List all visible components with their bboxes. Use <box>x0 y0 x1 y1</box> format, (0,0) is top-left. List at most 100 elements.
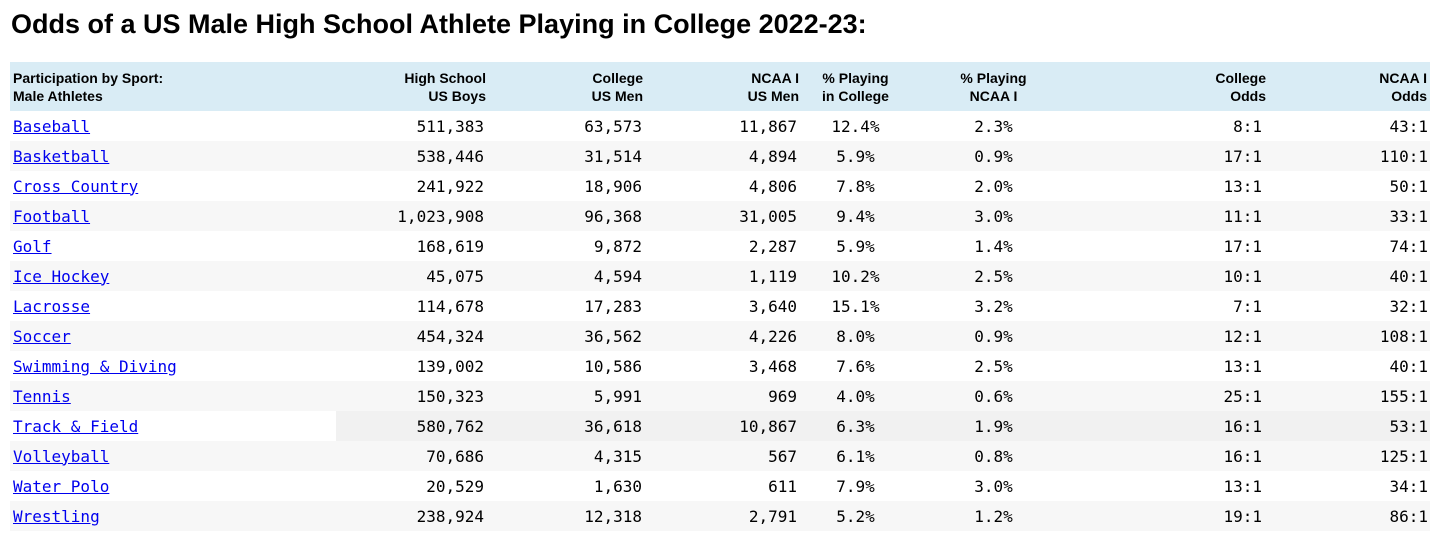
college-odds: 19:1 <box>1223 506 1262 526</box>
ncaa-i-odds: 43:1 <box>1389 116 1428 136</box>
pct-ncaa-i: 3.2% <box>974 296 1013 316</box>
sport-cell: Football <box>10 201 336 231</box>
sport-link[interactable]: Lacrosse <box>13 296 91 316</box>
header-high-school: High School US Boys <box>404 69 486 104</box>
table-row: Football 1,023,908 96,368 31,005 9.4% 3.0% 11:… <box>10 201 1430 231</box>
ncaa-i-odds: 74:1 <box>1389 236 1428 256</box>
pct-college: 9.4% <box>836 206 875 226</box>
pct-college: 5.9% <box>836 146 875 166</box>
sport-link[interactable]: Swimming & Diving <box>13 356 177 376</box>
college-odds: 16:1 <box>1223 446 1262 466</box>
pct-ncaa-i: 0.8% <box>974 446 1013 466</box>
ncaa-i-odds: 155:1 <box>1379 386 1428 406</box>
high-school-count: 70,686 <box>426 446 484 466</box>
sport-cell: Wrestling <box>10 501 336 531</box>
table-row: Ice Hockey 45,075 4,594 1,119 10.2% 2.5% 10:1 4… <box>10 261 1430 291</box>
table-row: Basketball 538,446 31,514 4,894 5.9% 0.9% 17:1… <box>10 141 1430 171</box>
sport-link[interactable]: Track & Field <box>13 416 139 436</box>
ncaa-i-odds: 40:1 <box>1389 356 1428 376</box>
sport-link[interactable]: Baseball <box>13 116 91 136</box>
sport-cell: Track & Field <box>10 411 336 441</box>
sport-link[interactable]: Volleyball <box>13 446 110 466</box>
ncaa-i-count: 3,640 <box>748 296 797 316</box>
header-pct-ncaa-i: % Playing NCAA I <box>960 69 1027 104</box>
ncaa-i-odds: 34:1 <box>1389 476 1428 496</box>
sport-link[interactable]: Water Polo <box>13 476 110 496</box>
sport-cell: Cross Country <box>10 171 336 201</box>
ncaa-i-count: 31,005 <box>739 206 797 226</box>
ncaa-i-odds: 108:1 <box>1379 326 1428 346</box>
college-odds: 13:1 <box>1223 356 1262 376</box>
college-count: 36,618 <box>489 411 646 441</box>
header-pct-college: % Playing in College <box>822 69 889 104</box>
sport-cell: Ice Hockey <box>10 261 336 291</box>
ncaa-i-count: 1,119 <box>748 266 797 286</box>
college-count: 96,368 <box>584 206 642 226</box>
college-count: 10,586 <box>584 356 642 376</box>
header-sport: Participation by Sport: Male Athletes <box>13 69 164 104</box>
high-school-count: 580,762 <box>336 411 489 441</box>
sport-link[interactable]: Cross Country <box>13 176 139 196</box>
header-college: College US Men <box>591 69 643 104</box>
pct-ncaa-i: 2.0% <box>974 176 1013 196</box>
college-count: 1,630 <box>593 476 642 496</box>
pct-ncaa-i: 3.0% <box>974 206 1013 226</box>
pct-college: 6.3% <box>802 411 909 441</box>
college-count: 63,573 <box>584 116 642 136</box>
high-school-count: 168,619 <box>416 236 484 256</box>
table-body: Baseball 511,383 63,573 11,867 12.4% 2.3% 8:1 4… <box>10 111 1430 531</box>
college-count: 31,514 <box>584 146 642 166</box>
table-row: Lacrosse 114,678 17,283 3,640 15.1% 3.2% 7:1 32… <box>10 291 1430 321</box>
high-school-count: 150,323 <box>416 386 484 406</box>
college-count: 9,872 <box>593 236 642 256</box>
sport-link[interactable]: Ice Hockey <box>13 266 110 286</box>
sport-link[interactable]: Basketball <box>13 146 110 166</box>
pct-college: 7.9% <box>836 476 875 496</box>
table-row: Soccer 454,324 36,562 4,226 8.0% 0.9% 12:1 108:… <box>10 321 1430 351</box>
college-odds: 13:1 <box>1223 176 1262 196</box>
high-school-count: 1,023,908 <box>397 206 484 226</box>
table-row: Volleyball 70,686 4,315 567 6.1% 0.8% 16:1 125:… <box>10 441 1430 471</box>
pct-ncaa-i: 1.9% <box>909 411 1078 441</box>
odds-table: Participation by Sport: Male Athletes Hig… <box>10 62 1430 531</box>
pct-ncaa-i: 1.2% <box>974 506 1013 526</box>
pct-ncaa-i: 3.0% <box>974 476 1013 496</box>
ncaa-i-count: 2,791 <box>748 506 797 526</box>
sport-cell: Volleyball <box>10 441 336 471</box>
pct-ncaa-i: 0.9% <box>974 326 1013 346</box>
high-school-count: 241,922 <box>416 176 484 196</box>
college-count: 4,594 <box>593 266 642 286</box>
college-odds: 17:1 <box>1223 236 1262 256</box>
sport-cell: Baseball <box>10 111 336 141</box>
pct-college: 6.1% <box>836 446 875 466</box>
ncaa-i-count: 4,894 <box>748 146 797 166</box>
college-odds: 7:1 <box>1233 296 1262 316</box>
table-row: Tennis 150,323 5,991 969 4.0% 0.6% 25:1 155:1 <box>10 381 1430 411</box>
table-row: Swimming & Diving 139,002 10,586 3,468 7.6% 2… <box>10 351 1430 381</box>
sport-link[interactable]: Soccer <box>13 326 71 346</box>
sport-link[interactable]: Tennis <box>13 386 71 406</box>
sport-cell: Basketball <box>10 141 336 171</box>
pct-college: 5.2% <box>836 506 875 526</box>
pct-college: 7.8% <box>836 176 875 196</box>
ncaa-i-count: 567 <box>768 446 797 466</box>
pct-college: 10.2% <box>831 266 880 286</box>
table-row: Golf 168,619 9,872 2,287 5.9% 1.4% 17:1 74:1 <box>10 231 1430 261</box>
sport-link[interactable]: Golf <box>13 236 52 256</box>
ncaa-i-odds: 53:1 <box>1269 411 1430 441</box>
pct-ncaa-i: 2.5% <box>974 356 1013 376</box>
ncaa-i-count: 3,468 <box>748 356 797 376</box>
ncaa-i-odds: 40:1 <box>1389 266 1428 286</box>
college-odds: 11:1 <box>1223 206 1262 226</box>
pct-college: 15.1% <box>831 296 880 316</box>
high-school-count: 20,529 <box>426 476 484 496</box>
ncaa-i-odds: 33:1 <box>1389 206 1428 226</box>
sport-link[interactable]: Football <box>13 206 91 226</box>
college-odds: 25:1 <box>1223 386 1262 406</box>
ncaa-i-odds: 50:1 <box>1389 176 1428 196</box>
sport-link[interactable]: Wrestling <box>13 506 100 526</box>
sport-cell: Lacrosse <box>10 291 336 321</box>
ncaa-i-count: 969 <box>768 386 797 406</box>
header-ncaa-i: NCAA I US Men <box>747 69 799 104</box>
table-row: Water Polo 20,529 1,630 611 7.9% 3.0% 13:1 34:1 <box>10 471 1430 501</box>
